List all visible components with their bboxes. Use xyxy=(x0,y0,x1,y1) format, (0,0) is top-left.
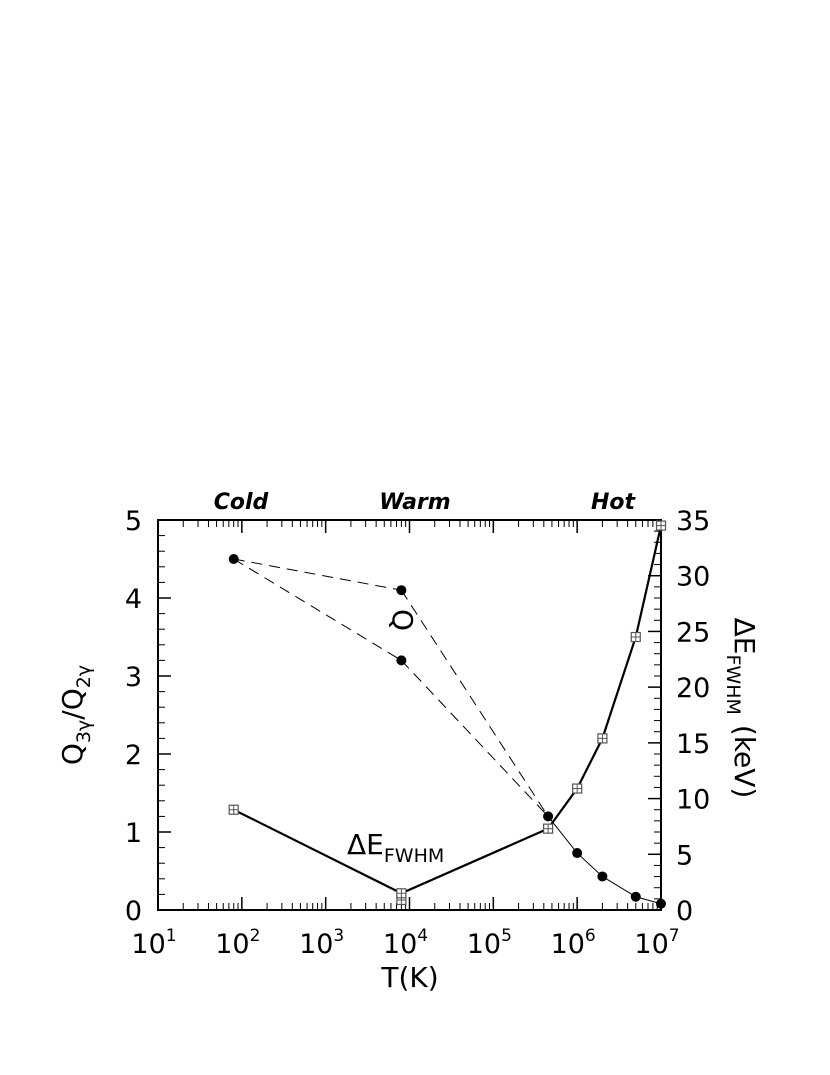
x-tick-exponent: 3 xyxy=(333,926,344,946)
y-right-tick-label: 30 xyxy=(676,562,710,593)
minor-ticks xyxy=(158,520,661,910)
x-tick-label: 102 xyxy=(215,926,260,960)
q-data-point xyxy=(597,871,608,882)
q-data-point xyxy=(656,898,666,909)
series-q-ratio xyxy=(228,554,666,909)
x-tick-base: 10 xyxy=(131,929,165,960)
q-dashed-segment xyxy=(233,558,402,661)
y-left-tick-label: 0 xyxy=(125,896,142,927)
x-tick-base: 10 xyxy=(551,929,585,960)
q-dashed-segment xyxy=(401,660,549,817)
y-right-tick-labels: 0 5 10 15 20 25 30 35 xyxy=(676,506,710,927)
y-right-sub: FWHM xyxy=(722,655,744,715)
delta-e-data-point xyxy=(396,888,407,899)
annotation-delta-e: ΔEFWHM xyxy=(347,828,444,867)
y-right-tick-label: 25 xyxy=(676,617,710,648)
x-tick-label: 105 xyxy=(467,926,512,960)
region-warm: Warm xyxy=(379,490,450,515)
delta-e-data-point xyxy=(630,631,641,643)
y-left-tick-label: 2 xyxy=(125,740,142,771)
delta-e-data-point xyxy=(597,733,608,744)
y-right-unit: (keV) xyxy=(728,725,761,798)
q-data-point xyxy=(543,811,554,822)
delta-e-data-point xyxy=(542,823,554,834)
y-left-q1: Q xyxy=(56,743,89,765)
x-tick-base: 10 xyxy=(299,929,333,960)
delta-e-line xyxy=(233,525,663,895)
y-right-tick-label: 0 xyxy=(676,896,693,927)
q-data-point xyxy=(572,848,583,859)
y-left-q2: Q xyxy=(56,688,89,710)
annotation-delta-e-sub: FWHM xyxy=(384,845,444,867)
y-right-tick-label: 35 xyxy=(676,506,710,537)
x-tick-base: 10 xyxy=(634,929,668,960)
q-data-point xyxy=(396,585,407,596)
q-dashed-segment xyxy=(233,558,402,591)
x-tick-label: 103 xyxy=(299,926,344,960)
y-left-tick-labels: 0 1 2 3 4 5 xyxy=(125,506,142,927)
x-tick-base: 10 xyxy=(467,929,501,960)
y-left-tick-label: 1 xyxy=(125,818,142,849)
y-left-sub1: 3γ xyxy=(73,720,95,743)
x-tick-base: 10 xyxy=(383,929,417,960)
region-hot: Hot xyxy=(591,490,637,515)
y-right-tick-label: 15 xyxy=(676,729,710,760)
x-tick-labels: 101 102 103 104 105 106 107 xyxy=(131,926,679,960)
y-left-slash: / xyxy=(56,710,89,720)
annotation-delta-e-main: ΔE xyxy=(347,828,384,861)
series-delta-e xyxy=(228,520,667,906)
delta-e-data-point xyxy=(655,520,667,531)
x-tick-label: 104 xyxy=(383,926,428,960)
x-axis-title: T(K) xyxy=(380,961,438,994)
y-left-tick-label: 4 xyxy=(125,584,142,615)
y-right-axis-title: ΔEFWHM (keV) xyxy=(722,618,761,799)
y-right-tick-label: 10 xyxy=(676,785,710,816)
q-line xyxy=(547,816,662,905)
delta-e-data-point xyxy=(572,783,583,794)
major-ticks xyxy=(157,519,662,911)
y-right-tick-label: 5 xyxy=(676,840,693,871)
x-tick-exponent: 7 xyxy=(669,926,680,946)
annotation-q: Q xyxy=(386,609,419,631)
q-data-point xyxy=(228,554,239,564)
y-left-tick-label: 3 xyxy=(125,662,142,693)
region-cold: Cold xyxy=(214,490,269,515)
x-tick-base: 10 xyxy=(215,929,249,960)
y-left-tick-label: 5 xyxy=(125,506,142,537)
x-tick-exponent: 4 xyxy=(417,926,428,946)
y-right-tick-label: 20 xyxy=(676,673,710,704)
y-left-sub2: 2γ xyxy=(73,665,95,688)
q-data-point xyxy=(396,655,407,666)
x-tick-exponent: 1 xyxy=(166,926,177,946)
x-tick-exponent: 2 xyxy=(250,926,261,946)
y-right-main: ΔE xyxy=(728,618,761,655)
x-tick-exponent: 5 xyxy=(501,926,512,946)
y-left-axis-title: Q3γ/Q2γ xyxy=(56,665,95,765)
q-dashed-segment xyxy=(400,589,549,817)
x-tick-label: 101 xyxy=(131,926,176,960)
delta-e-data-point xyxy=(228,804,239,815)
x-tick-label: 106 xyxy=(551,926,596,960)
x-tick-label: 107 xyxy=(634,926,679,960)
q-data-point xyxy=(630,891,641,902)
x-tick-exponent: 6 xyxy=(585,926,596,946)
